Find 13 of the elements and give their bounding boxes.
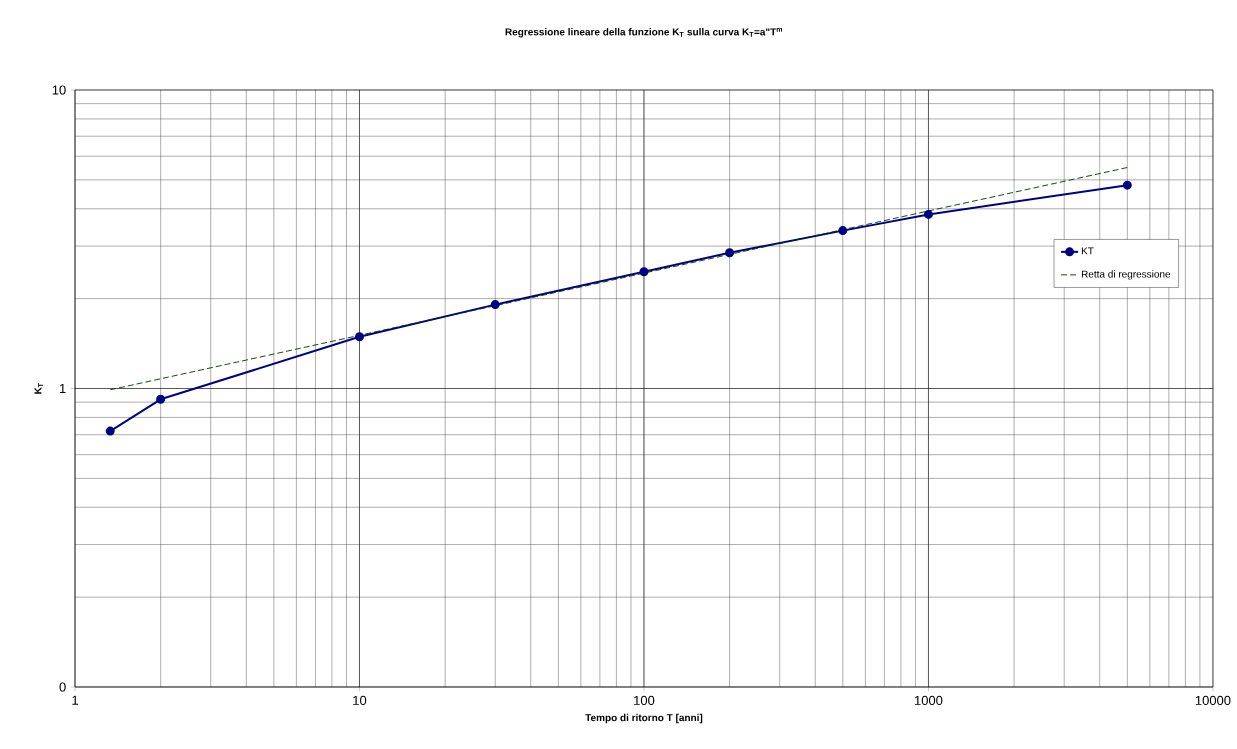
x-tick-label: 1000 bbox=[914, 695, 943, 705]
chart-title: Regressione lineare della funzione K$_{T}$ sulla curva K$_{T}$=a"T$^{m}$ bbox=[505, 27, 783, 38]
y-tick-label: 0 bbox=[59, 682, 66, 692]
legend-label: Retta di regressione bbox=[1081, 270, 1171, 280]
y-axis-title: K$_{T}$ bbox=[34, 383, 43, 394]
y-tick-label: 1 bbox=[59, 384, 66, 393]
x-tick-label: 1 bbox=[72, 695, 78, 705]
legend-label: KT bbox=[1081, 247, 1094, 255]
x-tick-label: 10 bbox=[353, 695, 367, 705]
x-tick-label: 100 bbox=[634, 695, 655, 705]
x-axis-title: Tempo di ritorno T [anni] bbox=[585, 713, 703, 724]
x-tick-label: 10000 bbox=[1195, 695, 1231, 705]
y-tick-label: 10 bbox=[52, 85, 66, 95]
